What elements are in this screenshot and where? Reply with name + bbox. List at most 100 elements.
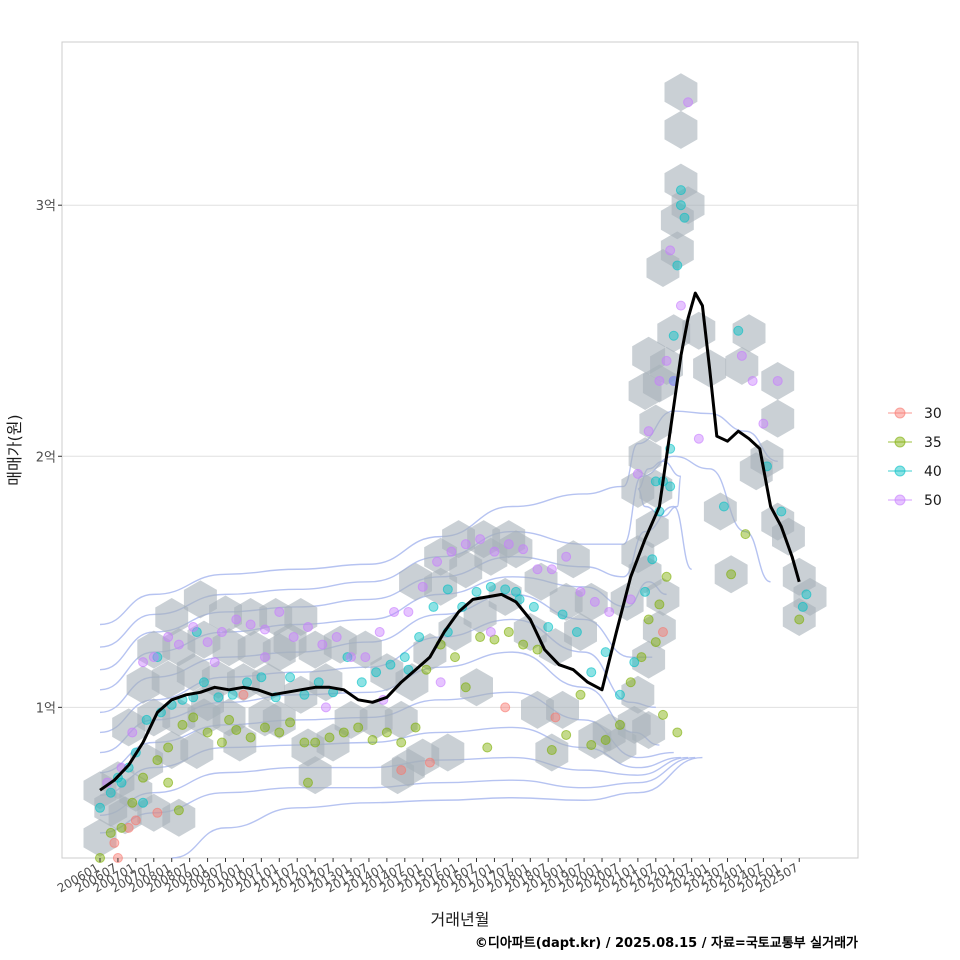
data-point-40 xyxy=(718,501,729,512)
data-point-35 xyxy=(367,734,378,745)
data-point-40 xyxy=(650,476,661,487)
data-point-30 xyxy=(109,837,120,848)
hexbin-cell xyxy=(284,675,318,714)
data-point-35 xyxy=(338,727,349,738)
data-point-50 xyxy=(683,97,694,108)
hexbin-cell xyxy=(660,201,694,240)
hexbin-cell xyxy=(248,698,282,737)
hexbin-cell xyxy=(535,733,569,772)
data-point-40 xyxy=(471,586,482,597)
data-point-50 xyxy=(546,564,557,575)
data-point-50 xyxy=(460,539,471,550)
data-point-50 xyxy=(736,350,747,361)
data-point-40 xyxy=(500,584,511,595)
data-point-40 xyxy=(95,802,105,813)
data-point-40 xyxy=(313,677,324,688)
hexbin-cell xyxy=(359,700,393,739)
y-axis: 1억 2억 3억 xyxy=(36,199,62,716)
hexbin-cell xyxy=(176,653,210,692)
data-point-40 xyxy=(105,787,116,798)
data-point-35 xyxy=(546,745,557,756)
data-point-40 xyxy=(342,652,353,663)
data-point-40 xyxy=(242,677,253,688)
hexbin-cell xyxy=(574,582,608,621)
data-point-35 xyxy=(600,734,611,745)
data-point-30 xyxy=(396,765,407,776)
legend-label: 40 xyxy=(924,464,942,480)
hexbin-cell xyxy=(492,520,526,559)
hexbin-cell xyxy=(183,580,217,619)
data-point-30 xyxy=(550,712,561,723)
data-point-50 xyxy=(173,639,184,650)
hexbin-cell xyxy=(664,163,698,202)
data-point-35 xyxy=(503,627,514,638)
data-point-40 xyxy=(227,689,238,700)
panel-background xyxy=(61,41,859,859)
data-point-35 xyxy=(450,652,460,663)
hexbin-cell xyxy=(703,492,737,531)
data-point-50 xyxy=(127,727,138,738)
data-point-50 xyxy=(432,556,443,567)
data-point-35 xyxy=(116,822,127,833)
data-point-40 xyxy=(801,589,812,600)
data-point-50 xyxy=(675,300,686,311)
y-tick-label: 2억 xyxy=(36,450,56,465)
data-point-50 xyxy=(747,375,758,386)
data-point-35 xyxy=(586,740,597,751)
data-point-35 xyxy=(614,719,625,730)
data-point-35 xyxy=(177,719,188,730)
data-point-50 xyxy=(209,657,220,668)
data-point-50 xyxy=(138,657,149,668)
data-point-35 xyxy=(163,777,174,788)
data-point-40 xyxy=(213,692,224,703)
data-point-40 xyxy=(442,584,453,595)
data-point-40 xyxy=(138,797,149,808)
hexbin-cell xyxy=(348,630,382,669)
hexbin-cell xyxy=(309,663,343,702)
hexbin-cell xyxy=(391,748,425,787)
hexbin-cell xyxy=(137,793,171,832)
data-point-50 xyxy=(661,355,672,366)
data-point-35 xyxy=(285,717,296,728)
hexbin-cell xyxy=(664,73,698,112)
hexbin-cell xyxy=(546,690,579,729)
data-point-35 xyxy=(794,614,805,625)
hexbin-cell xyxy=(237,630,271,669)
data-point-35 xyxy=(625,677,636,688)
data-point-40 xyxy=(371,667,382,678)
data-point-50 xyxy=(216,627,227,638)
data-point-35 xyxy=(482,742,493,753)
hexbin-cell xyxy=(449,550,483,589)
data-point-50 xyxy=(245,619,256,630)
legend-key-point xyxy=(894,465,906,477)
hexbin-cell xyxy=(223,723,257,762)
data-point-50 xyxy=(485,627,496,638)
density-contour xyxy=(99,455,771,648)
data-point-40 xyxy=(485,581,496,592)
hexbin-cell xyxy=(460,668,493,707)
data-point-35 xyxy=(475,632,486,643)
hexbin-cell xyxy=(761,399,795,438)
hexbin-cell xyxy=(463,595,497,634)
hexbin-cell xyxy=(384,700,418,739)
data-point-40 xyxy=(679,212,690,223)
data-point-50 xyxy=(389,606,400,617)
hexbin-cell xyxy=(180,731,214,769)
data-point-30 xyxy=(238,689,249,700)
data-point-35 xyxy=(661,571,672,582)
hexbin-cell xyxy=(628,437,662,476)
hexbin-cell xyxy=(424,567,458,606)
y-axis-title: 매매가(원) xyxy=(5,414,24,485)
hexbin-cell xyxy=(592,713,626,752)
data-point-40 xyxy=(571,627,582,638)
data-point-50 xyxy=(503,539,514,550)
data-point-40 xyxy=(733,325,744,336)
density-contour xyxy=(99,618,656,734)
data-point-50 xyxy=(643,426,654,437)
data-point-50 xyxy=(259,652,270,663)
data-point-35 xyxy=(138,772,149,783)
data-point-35 xyxy=(575,689,586,700)
hexbin-cell xyxy=(431,733,465,772)
data-point-35 xyxy=(259,722,270,733)
data-point-50 xyxy=(632,468,643,479)
